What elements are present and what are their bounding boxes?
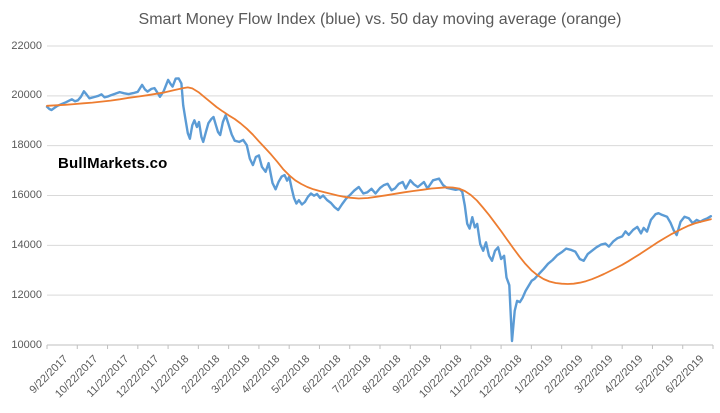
y-axis-label: 10000 xyxy=(11,338,42,351)
x-axis xyxy=(46,344,714,349)
y-axis-label: 12000 xyxy=(11,288,42,301)
y-axis-label: 18000 xyxy=(11,139,42,152)
y-axis-label: 20000 xyxy=(11,89,42,102)
y-axis-label: 22000 xyxy=(11,39,42,52)
watermark: BullMarkets.co xyxy=(58,155,168,172)
y-axis-label: 16000 xyxy=(11,189,42,201)
smfi-line xyxy=(45,77,713,343)
y-axis-label: 14000 xyxy=(11,238,42,251)
data-series xyxy=(45,77,713,343)
ma50-line xyxy=(46,86,712,285)
chart-title: Smart Money Flow Index (blue) vs. 50 day… xyxy=(138,11,622,28)
